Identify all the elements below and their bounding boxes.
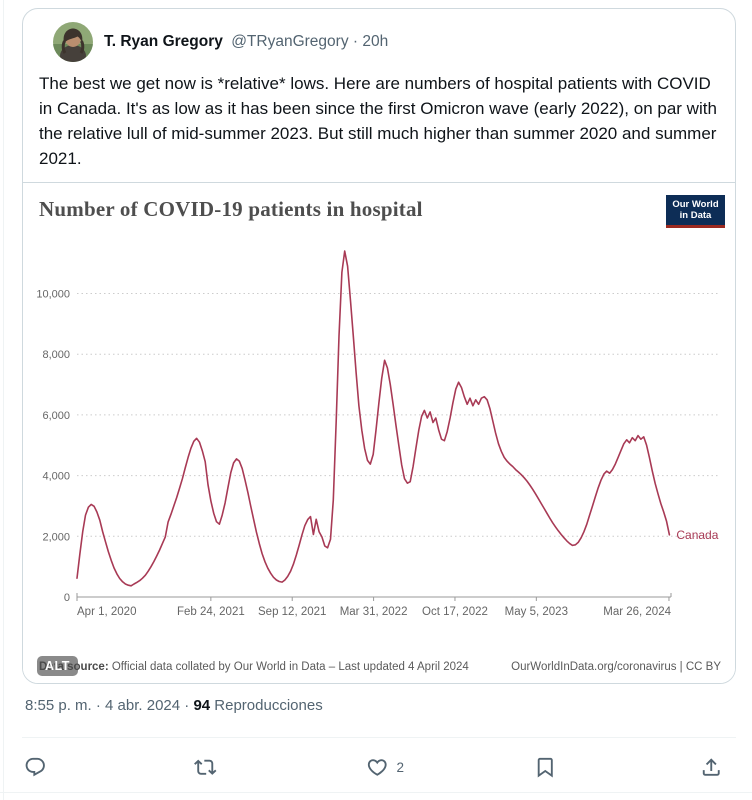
chart-license: OurWorldInData.org/coronavirus | CC BY	[511, 661, 721, 673]
svg-text:May 5, 2023: May 5, 2023	[505, 606, 568, 618]
repost-button[interactable]	[194, 744, 217, 790]
chart-data-source-text: Official data collated by Our World in D…	[108, 661, 469, 673]
chart-title: Number of COVID-19 patients in hospital	[39, 197, 423, 221]
svg-text:Feb 24, 2021: Feb 24, 2021	[177, 606, 245, 618]
svg-text:Canada: Canada	[676, 528, 718, 542]
separator-top	[22, 737, 736, 738]
svg-text:Sep 12, 2021: Sep 12, 2021	[258, 606, 326, 618]
views-label: Reproducciones	[210, 697, 323, 714]
reply-icon	[25, 757, 45, 777]
tweet-header: T. Ryan Gregory @TRyanGregory · 20h	[23, 9, 735, 62]
svg-text:Mar 26, 2024: Mar 26, 2024	[603, 606, 671, 618]
author-names: T. Ryan Gregory @TRyanGregory · 20h	[104, 33, 388, 51]
repost-icon	[194, 759, 217, 775]
author-name[interactable]: T. Ryan Gregory	[104, 33, 223, 50]
svg-text:0: 0	[64, 592, 70, 604]
views-count: 94	[193, 697, 211, 714]
bookmark-button[interactable]	[534, 744, 557, 790]
owid-logo: Our World in Data	[666, 195, 725, 228]
reply-button[interactable]	[24, 744, 47, 790]
owid-logo-line1: Our World	[672, 199, 719, 210]
svg-text:Mar 31, 2022: Mar 31, 2022	[340, 606, 408, 618]
share-button[interactable]	[700, 744, 723, 790]
chart-footer: Data source: Official data collated by O…	[39, 661, 721, 673]
svg-text:Apr 1, 2020: Apr 1, 2020	[77, 606, 136, 618]
svg-text:2,000: 2,000	[42, 531, 70, 543]
tweet-card: T. Ryan Gregory @TRyanGregory · 20h The …	[22, 8, 736, 684]
share-icon	[702, 758, 720, 776]
svg-text:Oct 17, 2022: Oct 17, 2022	[422, 606, 488, 618]
svg-text:10,000: 10,000	[36, 289, 70, 301]
like-count: 2	[396, 759, 405, 775]
owid-logo-line2: in Data	[679, 210, 712, 221]
separator-bottom	[0, 792, 752, 793]
svg-text:8,000: 8,000	[42, 349, 70, 361]
timestamp: 8:55 p. m. · 4 abr. 2024 ·	[25, 697, 194, 714]
author-handle-time: @TRyanGregory · 20h	[231, 33, 389, 50]
covid-chart-svg: 0 2,000 4,000 6,000 8,000 10,000 Apr 1, 2020 Fe…	[36, 250, 719, 618]
tweet-meta: 8:55 p. m. · 4 abr. 2024 · 94 Reproducci…	[25, 697, 323, 714]
avatar-image	[53, 22, 93, 62]
tweet-media[interactable]: Number of COVID-19 patients in hospital …	[23, 182, 735, 683]
heart-icon	[367, 759, 387, 776]
bookmark-icon	[537, 757, 553, 778]
column-divider	[3, 0, 4, 800]
action-bar: 2	[22, 744, 736, 790]
like-button[interactable]: 2	[366, 744, 404, 790]
tweet-text: The best we get now is *relative* lows. …	[39, 74, 717, 168]
chart-data-source: Data source: Official data collated by O…	[39, 661, 469, 673]
svg-text:4,000: 4,000	[42, 471, 70, 483]
avatar[interactable]	[53, 22, 93, 62]
alt-badge[interactable]: ALT	[37, 656, 78, 676]
svg-text:6,000: 6,000	[42, 410, 70, 422]
